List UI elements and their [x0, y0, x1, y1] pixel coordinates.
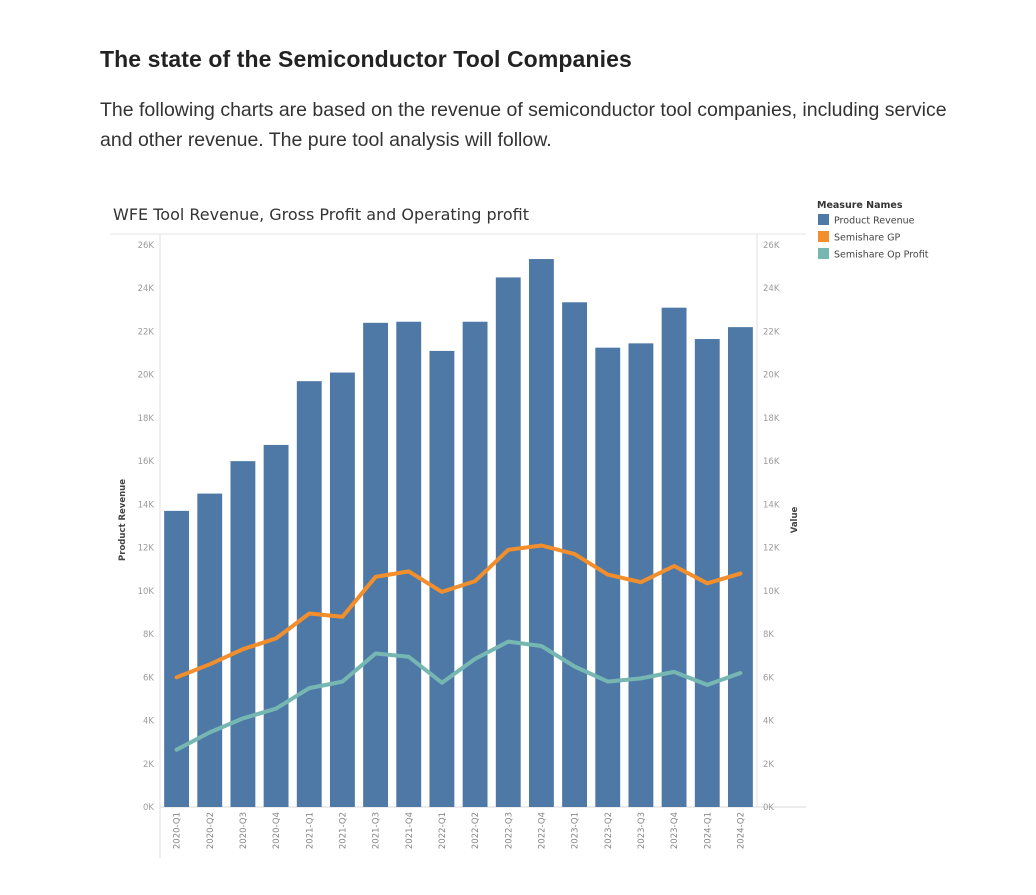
left-tick-label: 26K: [138, 241, 155, 251]
right-tick-label: 0K: [763, 803, 774, 813]
line-semishare-op-profit: [174, 639, 743, 752]
bar-product-revenue: [230, 461, 256, 807]
x-tick-label: 2020-Q1: [173, 812, 183, 849]
x-axis: 2020-Q1 2020-Q2 2020-Q3 2020-Q4 2021-Q1 2021-…: [173, 812, 747, 849]
x-tick-label: 2023-Q1: [571, 812, 581, 849]
right-tick-label: 24K: [763, 284, 780, 294]
x-tick-label: 2024-Q1: [703, 812, 713, 849]
right-tick-label: 2K: [763, 760, 774, 770]
bar-product-revenue: [296, 381, 322, 807]
left-tick-label: 16K: [138, 457, 155, 467]
legend-swatch: [818, 214, 829, 225]
bar-product-revenue: [727, 327, 753, 807]
left-y-axis: 0K 2K 4K 6K 8K 10K 12K 14K 16K 18K 20K 22K 24K 26K: [138, 241, 155, 813]
x-tick-label: 2022-Q2: [471, 812, 481, 849]
page-title: The state of the Semiconductor Tool Comp…: [100, 46, 632, 72]
x-tick-label: 2023-Q3: [637, 812, 647, 849]
right-tick-label: 26K: [763, 241, 780, 251]
left-tick-label: 20K: [138, 371, 155, 381]
x-tick-label: 2022-Q4: [537, 812, 547, 849]
left-tick-label: 8K: [143, 630, 154, 640]
right-tick-label: 14K: [763, 500, 780, 510]
x-tick-label: 2023-Q4: [670, 812, 680, 849]
right-tick-label: 10K: [763, 587, 780, 597]
x-tick-label: 2022-Q1: [438, 812, 448, 849]
left-tick-label: 2K: [143, 760, 154, 770]
legend-title: Measure Names: [817, 200, 903, 211]
bar-product-revenue: [694, 339, 720, 807]
left-tick-label: 4K: [143, 717, 154, 727]
left-tick-label: 10K: [138, 587, 155, 597]
left-tick-label: 14K: [138, 500, 155, 510]
x-tick-label: 2023-Q2: [604, 812, 614, 849]
left-tick-label: 22K: [138, 327, 155, 337]
right-tick-label: 16K: [763, 457, 780, 467]
right-tick-label: 8K: [763, 630, 774, 640]
bar-product-revenue: [396, 321, 422, 807]
lines-layer: [174, 543, 743, 752]
x-tick-label: 2020-Q2: [206, 812, 216, 849]
right-tick-label: 4K: [763, 717, 774, 727]
bars-layer: [164, 259, 753, 807]
bar-product-revenue: [528, 259, 554, 807]
x-tick-label: 2020-Q4: [272, 812, 282, 849]
intro-paragraph: The following charts are based on the re…: [100, 99, 947, 151]
left-tick-label: 18K: [138, 414, 155, 424]
bar-product-revenue: [628, 343, 654, 807]
bar-product-revenue: [263, 444, 289, 807]
bar-product-revenue: [429, 350, 455, 807]
legend-label: Product Revenue: [834, 216, 915, 227]
bar-product-revenue: [329, 372, 355, 807]
bar-product-revenue: [661, 307, 687, 807]
chart-title: WFE Tool Revenue, Gross Profit and Opera…: [113, 205, 529, 224]
x-tick-label: 2021-Q4: [405, 812, 415, 849]
x-tick-label: 2024-Q2: [736, 812, 746, 849]
legend-swatch: [818, 248, 829, 259]
left-tick-label: 12K: [138, 544, 155, 554]
x-tick-label: 2021-Q2: [338, 812, 348, 849]
right-tick-label: 22K: [763, 327, 780, 337]
legend-label: Semishare Op Profit: [834, 250, 929, 261]
bar-product-revenue: [495, 277, 521, 807]
x-tick-label: 2022-Q3: [504, 812, 514, 849]
left-tick-label: 0K: [143, 803, 154, 813]
bar-product-revenue: [164, 510, 190, 807]
bar-product-revenue: [462, 321, 488, 807]
legend: Measure Names Product Revenue Semishare G…: [817, 200, 929, 261]
x-tick-label: 2021-Q1: [305, 812, 315, 849]
right-tick-label: 20K: [763, 371, 780, 381]
legend-label: Semishare GP: [834, 233, 900, 244]
right-tick-label: 18K: [763, 414, 780, 424]
x-tick-label: 2021-Q3: [372, 812, 382, 849]
line-semishare-gp: [174, 543, 743, 680]
left-axis-label: Product Revenue: [118, 479, 128, 561]
bar-product-revenue: [363, 322, 389, 807]
right-y-axis: 0K 2K 4K 6K 8K 10K 12K 14K 16K 18K 20K 22K 24K 26K: [763, 241, 780, 813]
x-tick-label: 2020-Q3: [239, 812, 249, 849]
left-tick-label: 24K: [138, 284, 155, 294]
bar-product-revenue: [197, 493, 223, 807]
left-tick-label: 6K: [143, 673, 154, 683]
right-tick-label: 6K: [763, 673, 774, 683]
right-tick-label: 12K: [763, 544, 780, 554]
legend-swatch: [818, 231, 829, 242]
right-axis-label: Value: [790, 506, 800, 533]
